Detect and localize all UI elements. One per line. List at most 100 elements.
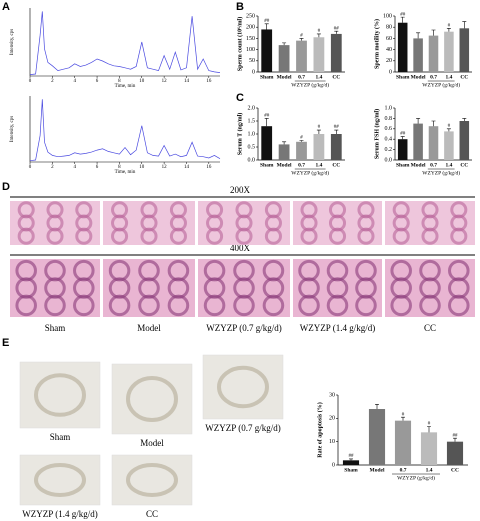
x-tick-label: 2 xyxy=(51,165,54,170)
significance: # xyxy=(402,412,405,417)
x-tick-label: Sham xyxy=(396,162,410,168)
micrograph xyxy=(385,259,475,317)
x-tick-label: CC xyxy=(332,74,340,80)
micrograph xyxy=(19,361,101,429)
significance: ## xyxy=(349,454,355,459)
error-bar xyxy=(401,416,405,421)
bar xyxy=(330,134,342,160)
micrograph xyxy=(202,354,284,420)
tubule xyxy=(326,294,349,317)
error-bar xyxy=(334,129,339,134)
group-label: WZYZP (g/kg/d) xyxy=(291,169,329,176)
y-tick-label: 60 xyxy=(386,36,392,42)
x-tick-label: CC xyxy=(460,162,468,168)
y-tick-label: 1.0 xyxy=(248,131,256,137)
tubule xyxy=(126,376,178,422)
significance: ## xyxy=(453,433,459,438)
tubule xyxy=(126,463,178,497)
y-tick-label: 0.8 xyxy=(385,116,393,122)
tubule xyxy=(217,365,269,409)
y-axis-label: Intensity, cps xyxy=(10,116,15,142)
bar xyxy=(413,123,423,160)
bar xyxy=(330,33,342,72)
x-tick-label: 16 xyxy=(206,165,212,170)
significance: ## xyxy=(334,26,340,31)
tubule xyxy=(167,294,190,317)
tubule xyxy=(233,294,255,317)
y-tick-label: 40 xyxy=(386,47,392,53)
error-bar xyxy=(264,118,269,127)
x-tick-label: Model xyxy=(277,74,292,80)
tubule xyxy=(355,294,377,317)
x-tick-label: 0 xyxy=(29,79,32,84)
y-tick-label: 0.4 xyxy=(385,137,393,143)
error-bar xyxy=(264,23,269,30)
error-bar xyxy=(427,426,431,433)
x-tick-label: Sham xyxy=(344,467,358,473)
error-bar xyxy=(446,128,451,132)
bar xyxy=(428,126,439,160)
x-tick-label: 12 xyxy=(162,165,168,170)
tubule xyxy=(15,294,37,317)
x-tick-label: 6 xyxy=(96,165,99,170)
tubule xyxy=(298,294,320,317)
x-tick-label: Model xyxy=(411,162,426,168)
bar xyxy=(413,38,423,72)
error-bar xyxy=(400,136,405,140)
micrograph xyxy=(293,201,382,245)
micrograph xyxy=(293,259,382,317)
x-tick-label: 4 xyxy=(73,79,76,84)
x-tick-label: CC xyxy=(451,467,459,473)
micrograph xyxy=(385,201,475,245)
y-tick-label: 150 xyxy=(246,36,255,42)
x-tick-label: 0.7 xyxy=(298,74,305,80)
y-tick-label: 1.5 xyxy=(248,118,256,124)
x-tick-label: 0.7 xyxy=(400,467,407,473)
error-bar xyxy=(334,30,339,34)
tubule xyxy=(46,227,64,245)
tubule xyxy=(75,227,93,245)
bar xyxy=(459,121,470,160)
group-caption: CC xyxy=(146,509,158,519)
y-tick-label: 80 xyxy=(386,25,392,31)
x-tick-label: 0.7 xyxy=(430,74,437,80)
y-tick-label: 0.6 xyxy=(385,126,393,132)
y-tick-label: 0.2 xyxy=(385,147,393,153)
micrograph xyxy=(111,363,193,435)
x-tick-label: Model xyxy=(411,74,426,80)
tubule xyxy=(264,227,282,245)
y-tick-label: 0 xyxy=(332,462,335,468)
x-tick-label: 10 xyxy=(139,79,145,84)
y-tick-label: 0.5 xyxy=(248,144,256,150)
y-tick-label: 50 xyxy=(249,58,255,64)
group-caption: Model xyxy=(140,438,164,448)
group-caption: Sham xyxy=(45,323,66,333)
tubule xyxy=(111,227,129,245)
tubule xyxy=(138,294,160,317)
x-tick-label: 14 xyxy=(184,79,190,84)
y-tick-label: 0 xyxy=(389,69,392,75)
error-bar xyxy=(299,38,304,41)
x-tick-label: 16 xyxy=(206,79,212,84)
tubule xyxy=(34,373,86,417)
x-tick-label: 1.4 xyxy=(445,74,452,80)
error-bar xyxy=(375,404,379,409)
y-tick-label: 100 xyxy=(246,47,255,53)
y-axis-label: Serum T (ng/ml) xyxy=(236,113,243,155)
x-tick-label: 2 xyxy=(51,79,54,84)
magnification: 200X xyxy=(230,185,251,195)
micrograph xyxy=(103,201,195,245)
panel-label: B xyxy=(236,1,244,13)
chromatogram xyxy=(29,99,221,162)
x-tick-label: 0.7 xyxy=(430,162,437,168)
error-bar xyxy=(431,29,436,36)
error-bar xyxy=(349,458,353,461)
tubule xyxy=(357,227,375,245)
group-label: WZYZP (g/kg/d) xyxy=(422,81,460,88)
panel-label: A xyxy=(2,1,10,13)
x-axis-label: Time, min xyxy=(115,170,136,175)
group-caption: WZYZP (1.4 g/kg/d) xyxy=(300,323,375,333)
group-caption: Sham xyxy=(50,432,71,442)
tubule xyxy=(262,294,285,317)
group-caption: Model xyxy=(137,323,161,333)
